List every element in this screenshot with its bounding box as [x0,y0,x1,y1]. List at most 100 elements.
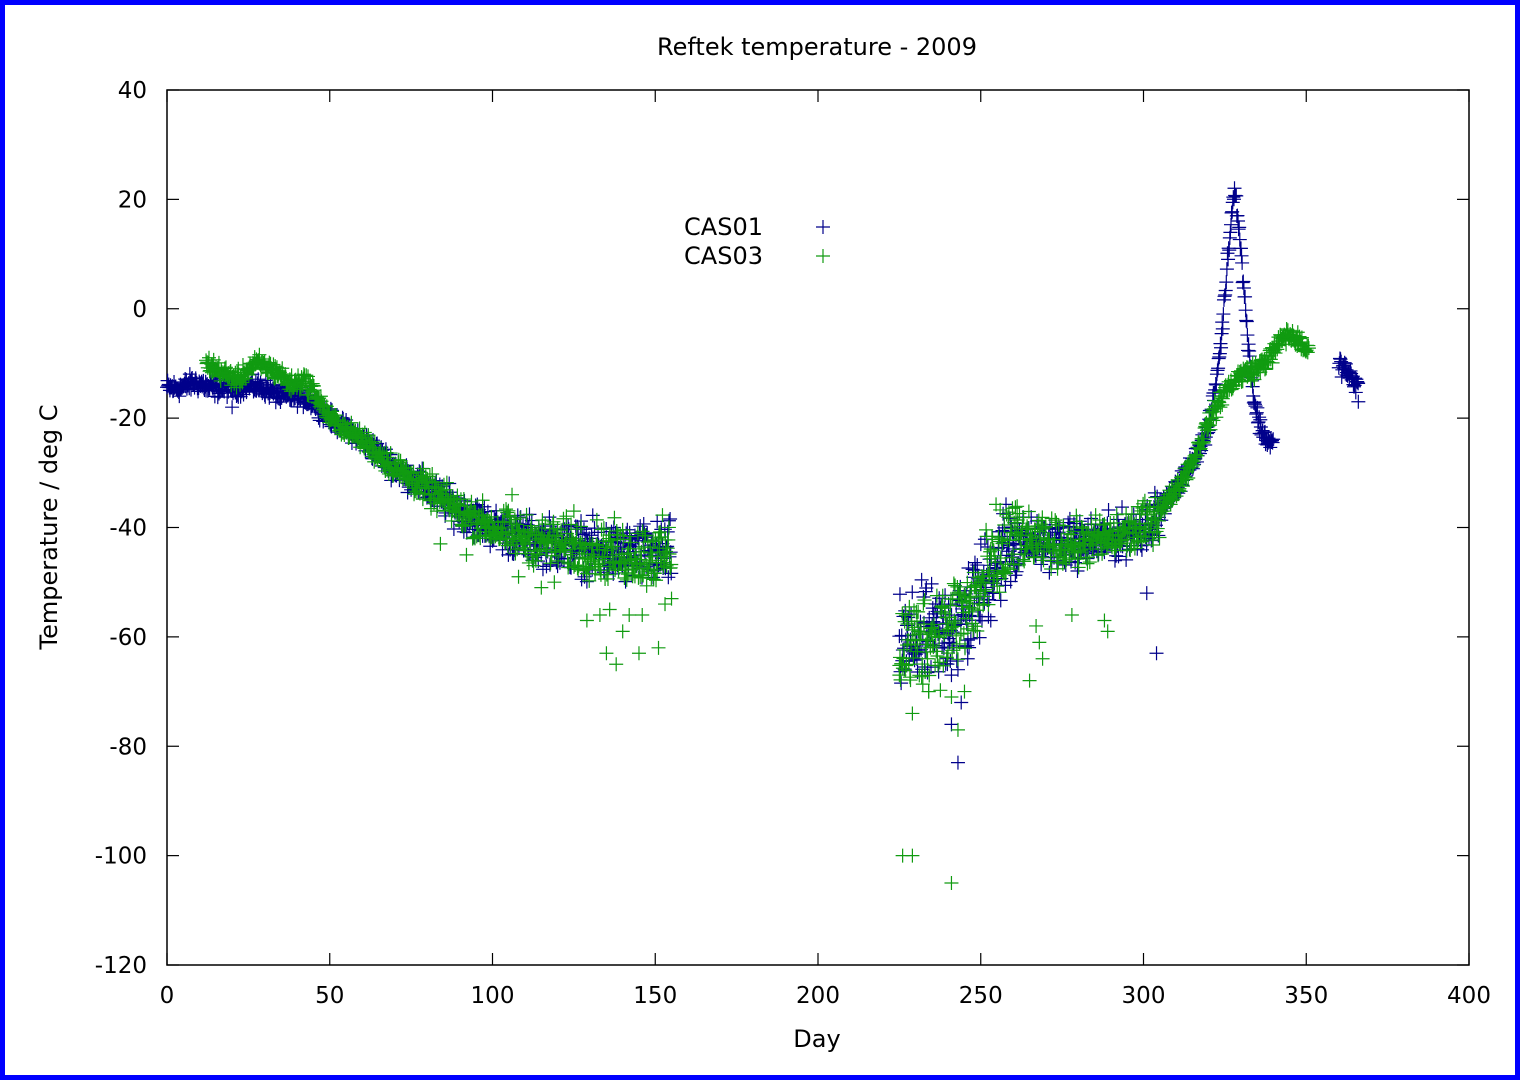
outlier-point [1097,613,1112,628]
data-point [939,624,954,639]
outlier-point [1032,635,1047,650]
data-point [623,535,638,550]
outlier-point [944,717,959,732]
data-point [633,570,648,585]
data-point [956,605,971,620]
x-tick-label: 100 [471,983,515,1009]
data-point [1021,504,1036,519]
data-point [622,529,637,544]
outlier-point [954,695,969,710]
y-tick-label: -120 [95,953,147,979]
x-tick-label: 150 [633,983,677,1009]
data-point [1106,516,1121,531]
data-point [307,383,322,398]
data-point [627,569,642,584]
data-point [978,582,993,597]
data-point [1132,519,1147,534]
outlier-point [599,646,614,661]
data-point [972,596,987,611]
outlier-point [534,580,549,595]
y-tick-label: 40 [118,78,147,104]
y-tick-label: 20 [118,187,147,213]
data-point [949,654,964,669]
outlier-point [1022,673,1037,688]
data-point [932,591,947,606]
data-point [905,585,920,600]
outlier-point [505,487,520,502]
data-point [950,579,965,594]
data-point [949,640,964,655]
data-point [892,587,907,602]
data-point [661,570,676,585]
data-point [551,553,566,568]
data-point [524,518,539,533]
data-point [1229,188,1244,203]
data-point [1056,518,1071,533]
x-tick-label: 250 [959,983,1003,1009]
data-point [1122,524,1137,539]
data-point [554,523,569,538]
data-point [484,509,499,524]
data-point [970,558,985,573]
data-point [970,623,985,638]
data-point [664,557,679,572]
data-point [301,369,316,384]
data-point [983,613,998,628]
data-point [1150,521,1165,536]
data-point [935,588,950,603]
data-point [932,655,947,670]
data-point [416,461,431,476]
data-point [589,512,604,527]
outlier-point [905,706,920,721]
data-point [914,625,929,640]
data-point [924,576,939,591]
chart-title: Reftek temperature - 2009 [657,33,977,61]
chart-svg: Reftek temperature - 2009 0 50 100 150 200 25… [35,33,1491,1053]
outlier-point [225,400,240,415]
x-axis-ticks: 0 50 100 150 200 250 300 350 400 [160,90,1491,1009]
outlier-point [950,722,965,737]
data-point [543,556,558,571]
outlier-point [433,536,448,551]
y-axis-ticks: -120 -100 -80 -60 -40 -20 0 20 40 [95,78,1469,979]
data-point [987,569,1002,584]
data-point [1152,530,1167,545]
data-point [444,513,459,528]
x-tick-label: 50 [315,983,344,1009]
data-point [367,434,382,449]
data-point [1035,521,1050,536]
data-point [923,640,938,655]
data-point [1096,517,1111,532]
y-tick-label: -40 [109,516,147,542]
data-point [895,606,910,621]
data-point [1257,424,1272,439]
data-point [1115,533,1130,548]
data-point [1003,562,1018,577]
data-point [1021,520,1036,535]
data-point [911,624,926,639]
outlier-point [1035,651,1050,666]
data-point [1025,528,1040,543]
data-point [422,469,437,484]
data-point [1109,507,1124,522]
data-point [581,561,596,576]
outlier-point [957,684,972,699]
data-point [1097,517,1112,532]
data-point [1049,515,1064,530]
data-point [1146,537,1161,552]
data-point [999,507,1014,522]
x-axis-label: Day [793,1025,840,1053]
outlier-point [622,608,637,622]
data-point [622,552,637,567]
outlier-point [1139,586,1154,601]
data-point [906,651,921,666]
data-point [903,673,918,688]
legend-marker-cas03 [816,249,830,263]
outlier-point [1149,646,1164,661]
data-point [559,509,574,524]
outlier-point [459,547,474,562]
data-point [616,554,631,569]
data-point [998,578,1013,593]
outlier-point [592,608,607,622]
data-point [957,641,972,656]
